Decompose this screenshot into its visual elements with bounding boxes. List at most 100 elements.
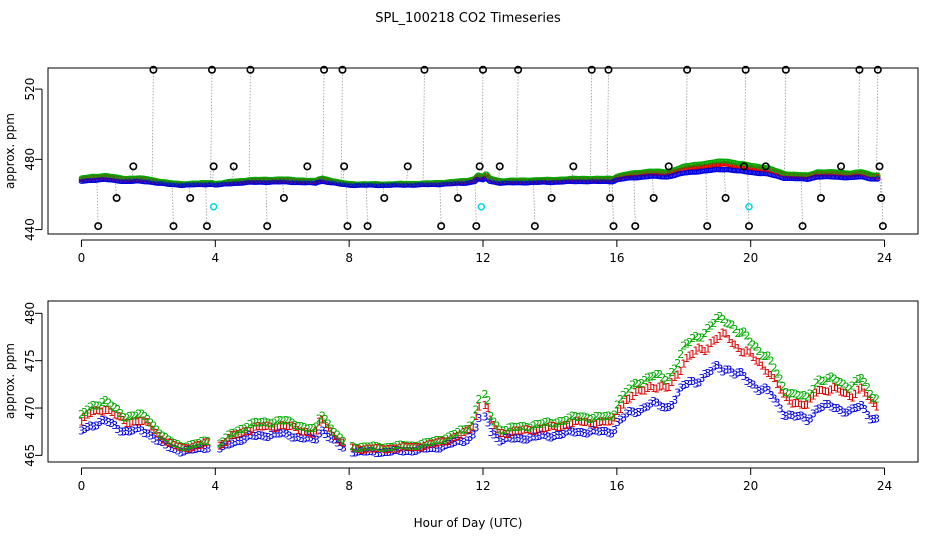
series-symbol-1: 1 <box>370 443 377 456</box>
series-symbol-1: 1 <box>644 382 651 395</box>
raw-point <box>279 193 288 202</box>
series-symbol-1: 1 <box>421 440 428 453</box>
series-symbol-3: 3 <box>701 368 708 381</box>
series-symbol-1: 1 <box>587 417 594 430</box>
series-symbol-1: 1 <box>614 405 621 418</box>
series-symbol-1: 1 <box>382 443 389 456</box>
series-symbol-2: 2 <box>135 408 142 421</box>
series-symbol-1: 1 <box>846 390 853 403</box>
series-symbol-3: 3 <box>241 433 248 446</box>
series-symbol-1: 1 <box>704 342 711 355</box>
series-symbol-1: 1 <box>132 415 139 428</box>
series-symbol-1: 1 <box>816 384 823 397</box>
series-symbol-3: 3 <box>93 419 100 432</box>
series-symbol-3: 3 <box>201 443 208 456</box>
raw-point <box>263 222 272 231</box>
series-symbol-1: 1 <box>304 426 311 439</box>
y-tick-label: 480 <box>23 148 37 171</box>
series-symbol-2: 2 <box>587 413 594 426</box>
series-symbol-3: 3 <box>117 425 124 438</box>
series-symbol-1: 1 <box>578 415 585 428</box>
raw-point <box>169 222 178 231</box>
series-symbol-1: 1 <box>831 381 838 394</box>
series-symbol-2: 2 <box>192 438 199 451</box>
series-symbol-2: 2 <box>653 368 660 381</box>
series-symbol-1: 1 <box>114 410 121 423</box>
x-tick-label: 0 <box>78 251 86 265</box>
series-symbol-2: 2 <box>144 413 151 426</box>
series-symbol-3: 3 <box>159 436 166 449</box>
series-symbol-1: 1 <box>774 378 781 391</box>
series-symbol-3: 3 <box>765 384 772 397</box>
series-symbol-1: 1 <box>93 404 100 417</box>
series-symbol-2: 2 <box>189 438 196 451</box>
series-symbol-3: 3 <box>126 425 133 438</box>
raw-trace-line <box>800 178 803 227</box>
raw-point <box>338 65 347 74</box>
series-symbol-3: 3 <box>364 445 371 458</box>
series-symbol-3: 3 <box>156 435 163 448</box>
series-symbol-1: 1 <box>412 441 419 454</box>
series-symbol-2: 2 <box>174 438 181 451</box>
series-symbol-3: 3 <box>87 420 94 433</box>
raw-point <box>209 162 218 171</box>
raw-trace-line <box>857 69 860 177</box>
series-symbol-3: 3 <box>250 430 257 443</box>
series-symbol-3: 3 <box>509 432 516 445</box>
raw-point <box>437 222 446 231</box>
series-symbol-2: 2 <box>867 388 874 401</box>
series-symbol-1: 1 <box>448 433 455 446</box>
series-symbol-2: 2 <box>322 413 329 426</box>
series-symbol-3: 3 <box>256 429 263 442</box>
series-symbol-2: 2 <box>412 440 419 453</box>
series-symbol-2: 2 <box>674 357 681 370</box>
series-symbol-1: 1 <box>201 437 208 450</box>
series-symbol-3: 3 <box>466 431 473 444</box>
series-symbol-2: 2 <box>590 412 597 425</box>
raw-point <box>721 193 730 202</box>
series-symbol-1: 1 <box>566 419 573 432</box>
series-symbol-1: 1 <box>223 436 230 449</box>
series-symbol-1: 1 <box>659 379 666 392</box>
raw-trace-line <box>365 185 368 227</box>
series-symbol-1: 1 <box>244 425 251 438</box>
series-symbol-1: 1 <box>427 438 434 451</box>
series-symbol-2: 2 <box>90 399 97 412</box>
series-symbol-1: 1 <box>358 444 365 457</box>
series-symbol-2: 2 <box>117 407 124 420</box>
series-symbol-3: 3 <box>427 442 434 455</box>
raw-point <box>761 162 770 171</box>
series-symbol-2: 2 <box>638 377 645 390</box>
series-symbol-3: 3 <box>719 365 726 378</box>
series-symbol-1: 1 <box>256 420 263 433</box>
raw-trace-line <box>382 185 385 199</box>
series-symbol-2: 2 <box>858 372 865 385</box>
series-symbol-3: 3 <box>391 444 398 457</box>
series-symbol-2: 2 <box>539 418 546 431</box>
series-symbol-2: 2 <box>707 320 714 333</box>
series-symbol-3: 3 <box>494 432 501 445</box>
series-symbol-2: 2 <box>198 435 205 448</box>
series-symbol-1: 1 <box>334 434 341 447</box>
series-symbol-3: 3 <box>322 428 329 441</box>
raw-point <box>878 222 887 231</box>
series-symbol-3: 3 <box>482 410 489 423</box>
series-symbol-2: 2 <box>340 435 347 448</box>
series-symbol-3: 3 <box>165 441 172 454</box>
series-symbol-3: 3 <box>548 431 555 444</box>
series-symbol-2: 2 <box>608 410 615 423</box>
raw-trace-line <box>516 69 519 183</box>
series-symbol-2: 2 <box>421 436 428 449</box>
series-symbol-1: 1 <box>554 421 561 434</box>
series-symbol-2: 2 <box>747 335 754 348</box>
top-panel: 0 4 8 12 16 20 24 440 480 520 approx. ppm <box>3 65 919 265</box>
series-symbol-3: 3 <box>855 401 862 414</box>
series-symbol-2: 2 <box>641 374 648 387</box>
series-symbol-1: 1 <box>777 384 784 397</box>
raw-trace-line <box>96 179 99 227</box>
series-symbol-3: 3 <box>406 445 413 458</box>
series-symbol-2: 2 <box>391 440 398 453</box>
series-symbol-1: 1 <box>482 399 489 412</box>
series-point <box>875 176 881 182</box>
